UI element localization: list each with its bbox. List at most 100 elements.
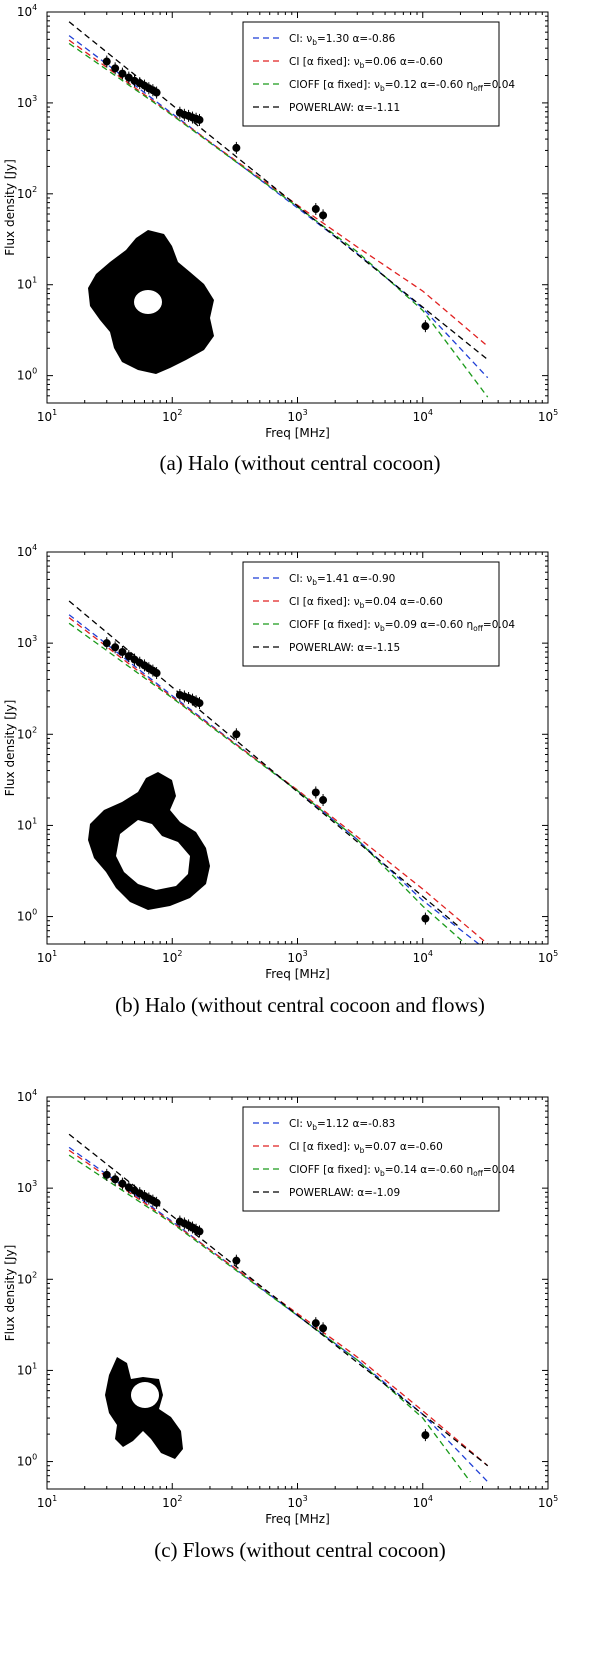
x-tick-label: 104 [413, 949, 433, 965]
data-point [195, 115, 204, 124]
data-points [102, 1168, 430, 1442]
data-point [311, 788, 320, 797]
series-line-cioff [68, 42, 489, 398]
x-axis-title: Freq [MHz] [265, 426, 330, 440]
data-point [102, 1170, 111, 1179]
inset-hole [116, 820, 190, 890]
y-tick-label: 104 [17, 3, 37, 19]
inset-hole [134, 290, 162, 314]
data-points [102, 55, 430, 333]
y-tick-label: 103 [17, 634, 37, 650]
series-line-cioff [68, 1154, 471, 1483]
series-line-powerlaw [68, 1133, 489, 1467]
data-point [152, 669, 161, 678]
y-tick-label: 101 [17, 1361, 37, 1377]
chart-panel-c: 101 102 103 104 105 100 101 102 103 104 Freq [MHz]… [3, 1088, 558, 1562]
data-point [111, 64, 120, 73]
y-tick-label: 102 [17, 1270, 37, 1286]
x-tick-label: 105 [538, 1494, 558, 1510]
y-tick-label: 101 [17, 276, 37, 292]
inset-shape [105, 1357, 183, 1459]
data-point [232, 1256, 241, 1265]
data-point [421, 914, 430, 923]
data-point [195, 1227, 204, 1236]
panel-caption: (c) Flows (without central cocoon) [154, 1538, 446, 1562]
legend: CI: νb=1.41 α=-0.90 CI [α fixed]: νb=0.04… [242, 561, 515, 667]
data-point [118, 69, 127, 78]
legend-label-ci_fixed: CI [α fixed]: νb=0.07 α=-0.60 [289, 1141, 443, 1155]
y-tick-label: 100 [17, 367, 37, 383]
data-point [152, 1198, 161, 1207]
data-point [232, 730, 241, 739]
inset-image [88, 230, 214, 374]
legend-label-cioff: CIOFF [α fixed]: νb=0.14 α=-0.60 ηoff=0.… [289, 1164, 515, 1178]
data-point [319, 796, 328, 805]
data-point [124, 652, 133, 661]
y-tick-label: 102 [17, 725, 37, 741]
model-lines [68, 21, 489, 398]
legend-label-cioff: CIOFF [α fixed]: νb=0.12 α=-0.60 ηoff=0.… [289, 79, 515, 93]
x-tick-label: 102 [162, 408, 182, 424]
legend-box [242, 1106, 500, 1212]
data-point [319, 1324, 328, 1333]
x-tick-label: 103 [287, 949, 307, 965]
y-tick-label: 100 [17, 1453, 37, 1469]
data-point [421, 1431, 430, 1440]
data-point [232, 143, 241, 152]
x-tick-label: 101 [37, 1494, 57, 1510]
panel-caption: (b) Halo (without central cocoon and flo… [115, 993, 485, 1017]
legend: CI: νb=1.12 α=-0.83 CI [α fixed]: νb=0.07… [242, 1106, 515, 1212]
ticks: 101 102 103 104 105 100 101 102 103 104 [17, 1088, 558, 1510]
data-point [118, 647, 127, 656]
series-line-ci [68, 1146, 489, 1483]
legend-label-powerlaw: POWERLAW: α=-1.11 [289, 102, 400, 114]
legend-label-powerlaw: POWERLAW: α=-1.15 [289, 642, 400, 654]
legend: CI: νb=1.30 α=-0.86 CI [α fixed]: νb=0.06… [242, 21, 515, 127]
y-axis-title: Flux density [Jy] [3, 1245, 17, 1342]
x-tick-label: 102 [162, 949, 182, 965]
inset-hole [131, 1382, 159, 1408]
data-point [311, 1319, 320, 1328]
series-line-ci_fixed [68, 1149, 489, 1467]
legend-label-powerlaw: POWERLAW: α=-1.09 [289, 1187, 400, 1199]
y-tick-label: 101 [17, 816, 37, 832]
y-axis-title: Flux density [Jy] [3, 159, 17, 256]
legend-label-ci_fixed: CI [α fixed]: νb=0.06 α=-0.60 [289, 56, 443, 70]
chart-panel-b: 101 102 103 104 105 100 101 102 103 104 Freq [MHz]… [3, 543, 558, 1017]
x-axis-title: Freq [MHz] [265, 1512, 330, 1526]
legend-box [242, 561, 500, 667]
legend-label-ci_fixed: CI [α fixed]: νb=0.04 α=-0.60 [289, 596, 443, 610]
y-tick-label: 103 [17, 1179, 37, 1195]
data-point [319, 211, 328, 220]
x-tick-label: 101 [37, 408, 57, 424]
data-point [102, 57, 111, 66]
data-point [102, 639, 111, 648]
legend-label-ci: CI: νb=1.41 α=-0.90 [289, 573, 395, 587]
y-tick-label: 102 [17, 185, 37, 201]
legend-label-ci: CI: νb=1.12 α=-0.83 [289, 1118, 395, 1132]
data-point [118, 1179, 127, 1188]
x-tick-label: 102 [162, 1494, 182, 1510]
legend-label-cioff: CIOFF [α fixed]: νb=0.09 α=-0.60 ηoff=0.… [289, 619, 515, 633]
series-line-ci_fixed [68, 617, 489, 944]
inset-image [105, 1357, 183, 1459]
x-tick-label: 104 [413, 408, 433, 424]
data-points [102, 637, 430, 925]
x-tick-label: 101 [37, 949, 57, 965]
legend-label-ci: CI: νb=1.30 α=-0.86 [289, 33, 396, 47]
legend-box [242, 21, 500, 127]
ticks: 101 102 103 104 105 100 101 102 103 104 [17, 3, 558, 424]
data-point [111, 1175, 120, 1184]
ticks: 101 102 103 104 105 100 101 102 103 104 [17, 543, 558, 965]
panel-caption: (a) Halo (without central cocoon) [159, 451, 440, 475]
data-point [111, 643, 120, 652]
y-tick-label: 104 [17, 543, 37, 559]
data-point [152, 88, 161, 97]
x-tick-label: 103 [287, 408, 307, 424]
series-line-cioff [68, 622, 467, 944]
y-tick-label: 100 [17, 908, 37, 924]
data-point [421, 322, 430, 331]
x-axis-title: Freq [MHz] [265, 967, 330, 981]
chart-panel-a: 101 102 103 104 105 100 101 102 103 104 Freq [MHz]… [3, 3, 558, 475]
